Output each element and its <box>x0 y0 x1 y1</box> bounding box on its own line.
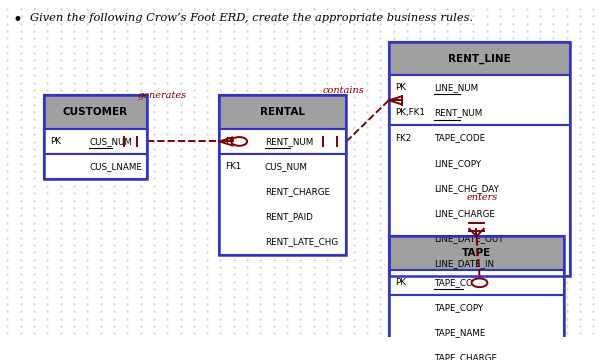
Text: FK2: FK2 <box>395 134 411 143</box>
Bar <box>389 126 570 276</box>
Text: TAPE_CODE: TAPE_CODE <box>434 278 485 287</box>
Text: Given the following Crow’s Foot ERD, create the appropriate business rules.: Given the following Crow’s Foot ERD, cre… <box>30 13 474 23</box>
Text: RENT_LINE: RENT_LINE <box>448 53 511 63</box>
Text: LINE_CHARGE: LINE_CHARGE <box>434 209 495 218</box>
Bar <box>389 42 570 276</box>
Text: TAPE: TAPE <box>462 248 491 258</box>
Bar <box>44 129 147 154</box>
Text: RENT_NUM: RENT_NUM <box>434 108 482 117</box>
Text: CUS_NUM: CUS_NUM <box>264 162 308 171</box>
Text: LINE_CHG_DAY: LINE_CHG_DAY <box>434 184 499 193</box>
Text: LINE_NUM: LINE_NUM <box>434 83 478 92</box>
Bar <box>389 42 570 75</box>
Text: TAPE_NAME: TAPE_NAME <box>434 328 486 337</box>
Text: PK: PK <box>395 83 406 92</box>
Text: contains: contains <box>322 86 364 95</box>
Text: generates: generates <box>137 91 186 100</box>
Bar <box>219 154 347 255</box>
Text: LINE_COPY: LINE_COPY <box>434 159 482 168</box>
Text: CUS_LNAME: CUS_LNAME <box>89 162 142 171</box>
Circle shape <box>472 278 488 287</box>
Text: TAPE_CHARGE: TAPE_CHARGE <box>434 353 497 360</box>
Text: PK: PK <box>50 137 61 146</box>
Text: RENT_LATE_CHG: RENT_LATE_CHG <box>264 238 338 247</box>
Text: RENTAL: RENTAL <box>260 107 305 117</box>
Text: CUSTOMER: CUSTOMER <box>63 107 128 117</box>
Text: RENT_NUM: RENT_NUM <box>264 137 313 146</box>
Text: PK: PK <box>395 278 406 287</box>
Text: TAPE_COPY: TAPE_COPY <box>434 303 483 312</box>
Bar <box>389 236 564 360</box>
Bar <box>219 95 347 255</box>
Text: LINE_DATE_OUT: LINE_DATE_OUT <box>434 234 504 243</box>
Text: TAPE_CODE: TAPE_CODE <box>434 134 485 143</box>
Bar <box>44 154 147 179</box>
Text: •: • <box>12 12 22 30</box>
Bar <box>219 129 347 154</box>
Bar <box>219 95 347 129</box>
Bar <box>389 236 564 270</box>
Bar <box>389 295 564 360</box>
Bar <box>389 75 570 126</box>
Text: RENT_PAID: RENT_PAID <box>264 212 313 221</box>
Text: FK1: FK1 <box>226 162 241 171</box>
Text: LINE_DATE_IN: LINE_DATE_IN <box>434 259 494 268</box>
Bar <box>44 95 147 129</box>
Text: CUS_NUM: CUS_NUM <box>89 137 132 146</box>
Text: enters: enters <box>467 193 498 202</box>
Bar <box>389 270 564 295</box>
Text: RENT_CHARGE: RENT_CHARGE <box>264 187 330 196</box>
Circle shape <box>232 137 247 146</box>
Bar <box>44 95 147 179</box>
Text: PK,FK1: PK,FK1 <box>395 108 424 117</box>
Text: PK: PK <box>226 137 237 146</box>
